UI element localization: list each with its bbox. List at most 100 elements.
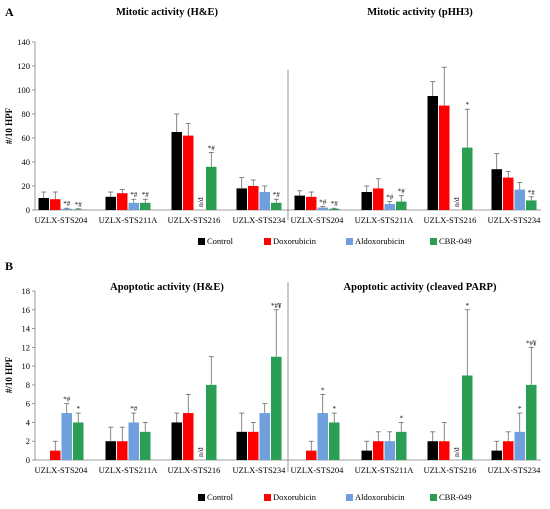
bar-doxorubicin: [373, 441, 384, 460]
category-label: UZLX-STS211A: [99, 215, 159, 225]
significance-label: *: [518, 405, 522, 413]
chart-title-mitotic-phh3: Mitotic activity (pHH3): [367, 7, 473, 18]
y-tick-label: 120: [17, 61, 30, 71]
significance-label: *#: [130, 405, 138, 413]
bar-cbr-049: [73, 209, 84, 210]
bar-cbr-049: [526, 200, 537, 210]
significance-label: *#: [63, 200, 71, 208]
bar-control: [236, 188, 247, 210]
legend-label: CBR-049: [439, 492, 472, 502]
bar-doxorubicin: [439, 105, 450, 210]
significance-label: *#: [528, 189, 536, 197]
significance-label: *: [400, 414, 404, 422]
bar-cbr-049: [396, 201, 407, 210]
y-tick-label: 6: [26, 399, 30, 409]
bar-cbr-049: [271, 202, 282, 210]
bar-aldoxorubicin: [128, 202, 139, 210]
category-label: UZLX-STS234: [488, 215, 542, 225]
legend-b: Control Doxorubicin Aldoxorubicin CBR-049: [198, 492, 472, 502]
bar-aldoxorubicin: [514, 431, 525, 460]
y-tick-label: 10: [22, 361, 31, 371]
y-tick-label: 8: [26, 380, 30, 390]
category-label: UZLX-STS216: [168, 215, 221, 225]
legend-label: Aldoxorubicin: [355, 492, 405, 502]
category-label: UZLX-STS234: [233, 215, 287, 225]
legend-swatch-control: [198, 494, 205, 501]
bar-doxorubicin: [50, 450, 61, 460]
legend-a: Control Doxorubicin Aldoxorubicin CBR-049: [198, 236, 472, 246]
legend-swatch-doxorubicin: [264, 238, 271, 245]
not-determined-label: n/d: [452, 447, 461, 457]
bar-aldoxorubicin: [61, 208, 72, 210]
legend-swatch-cbr-049: [430, 494, 437, 501]
bar-cbr-049: [329, 208, 340, 210]
bar-doxorubicin: [248, 431, 259, 460]
y-tick-label: 60: [22, 133, 31, 143]
category-label: UZLX-STS234: [488, 465, 542, 475]
bar-doxorubicin: [306, 450, 317, 460]
bar-doxorubicin: [117, 193, 128, 210]
y-tick-label: 0: [26, 205, 30, 215]
bar-cbr-049: [462, 147, 473, 210]
significance-label: *#: [319, 198, 327, 206]
significance-label: *: [321, 386, 325, 394]
y-tick-label: 18: [22, 286, 31, 296]
legend-swatch-doxorubicin: [264, 494, 271, 501]
not-determined-label: n/d: [452, 197, 461, 207]
significance-label: *#: [386, 194, 394, 202]
bar-doxorubicin: [50, 199, 61, 210]
bar-control: [427, 441, 438, 460]
bar-control: [491, 450, 502, 460]
bar-cbr-049: [526, 384, 537, 460]
bar-aldoxorubicin: [317, 413, 328, 460]
bar-doxorubicin: [183, 135, 194, 210]
bar-aldoxorubicin: [259, 192, 270, 210]
significance-label: *#: [130, 191, 138, 199]
y-tick-label: 100: [17, 85, 30, 95]
legend-label: CBR-049: [439, 236, 472, 246]
bar-cbr-049: [271, 356, 282, 460]
significance-label: *: [77, 405, 81, 413]
category-label: UZLX-STS216: [168, 465, 221, 475]
significance-label: *#: [398, 188, 406, 196]
bar-control: [171, 132, 182, 210]
significance-label: *#: [331, 200, 339, 208]
bar-cbr-049: [329, 422, 340, 460]
y-tick-label: 2: [26, 436, 30, 446]
bar-cbr-049: [206, 384, 217, 460]
bar-doxorubicin: [439, 441, 450, 460]
bar-aldoxorubicin: [384, 441, 395, 460]
y-axis-label-a: #/10 HPF: [4, 107, 14, 144]
bar-control: [294, 195, 305, 210]
y-tick-label: 16: [22, 305, 31, 315]
category-label: UZLX-STS204: [291, 215, 345, 225]
significance-label: *#: [63, 396, 71, 404]
legend-label: Doxorubicin: [273, 236, 317, 246]
category-label: UZLX-STS211A: [355, 465, 415, 475]
bar-cbr-049: [140, 431, 151, 460]
bar-doxorubicin: [503, 441, 514, 460]
bar-aldoxorubicin: [317, 207, 328, 210]
bar-control: [105, 196, 116, 210]
y-tick-label: 14: [22, 324, 31, 334]
bar-doxorubicin: [306, 196, 317, 210]
significance-label: *#¥: [271, 302, 282, 310]
bar-doxorubicin: [373, 188, 384, 210]
significance-label: *#: [75, 201, 83, 209]
bar-cbr-049: [396, 431, 407, 460]
y-tick-label: 4: [26, 417, 31, 427]
category-label: UZLX-STS211A: [99, 465, 159, 475]
bar-aldoxorubicin: [384, 204, 395, 210]
significance-label: *#: [273, 191, 281, 199]
not-determined-label: n/d: [196, 197, 205, 207]
y-tick-label: 40: [22, 157, 31, 167]
category-label: UZLX-STS234: [233, 465, 287, 475]
bar-doxorubicin: [248, 186, 259, 210]
bar-cbr-049: [462, 375, 473, 460]
category-label: UZLX-STS216: [424, 465, 477, 475]
legend-label: Control: [207, 236, 234, 246]
bar-control: [171, 422, 182, 460]
bar-control: [361, 192, 372, 210]
bar-control: [491, 169, 502, 210]
